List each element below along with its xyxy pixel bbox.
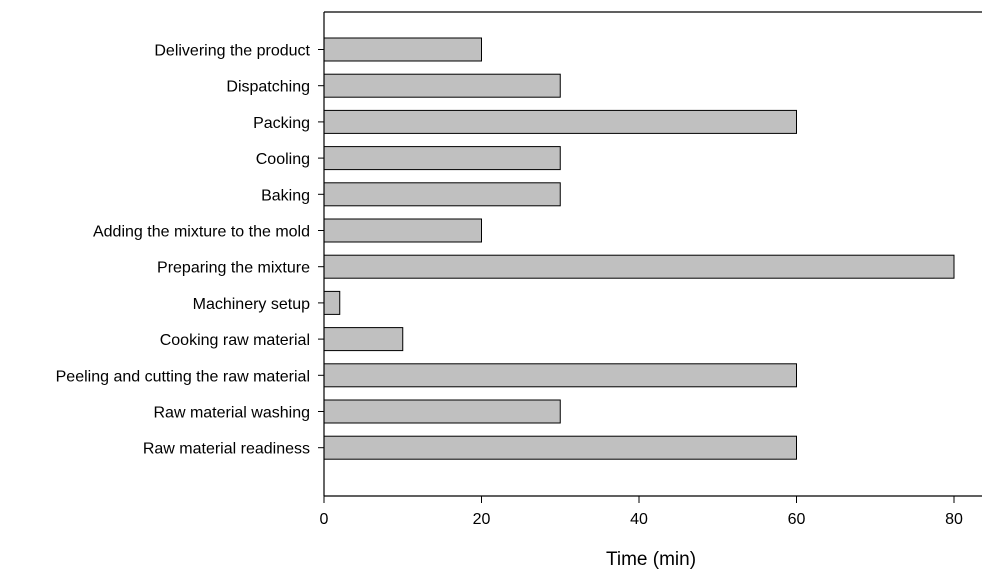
bar [323, 435, 797, 460]
category-label: Raw material washing [153, 405, 310, 422]
bar [323, 73, 561, 98]
category-label: Preparing the mixture [157, 260, 310, 277]
category-label: Raw material readiness [143, 441, 310, 458]
category-label: Peeling and cutting the raw material [56, 368, 310, 385]
bar [323, 182, 561, 207]
category-label: Packing [253, 115, 310, 132]
bars-layer [323, 37, 955, 460]
x-tick-label: 0 [320, 511, 329, 528]
category-label: Baking [261, 187, 310, 204]
bar [323, 37, 482, 62]
bar [323, 109, 797, 134]
category-label: Delivering the product [154, 43, 310, 60]
bar [323, 327, 404, 352]
bar [323, 363, 797, 388]
axes-layer [318, 11, 982, 503]
category-label: Machinery setup [193, 296, 310, 313]
bar [323, 399, 561, 424]
bar [323, 218, 482, 243]
bar [323, 254, 955, 279]
x-axis-title: Time (min) [606, 549, 696, 570]
x-tick-label: 20 [473, 511, 491, 528]
category-label: Cooking raw material [160, 332, 310, 349]
x-tick-label: 40 [630, 511, 648, 528]
labels-layer: Delivering the product Dispatching Packing… [56, 43, 963, 529]
bar [323, 146, 561, 171]
category-label: Dispatching [226, 79, 310, 96]
x-tick-label: 80 [945, 511, 963, 528]
category-label: Adding the mixture to the mold [93, 224, 310, 241]
bar [323, 290, 341, 315]
category-label: Cooling [256, 151, 310, 168]
x-tick-label: 60 [788, 511, 806, 528]
